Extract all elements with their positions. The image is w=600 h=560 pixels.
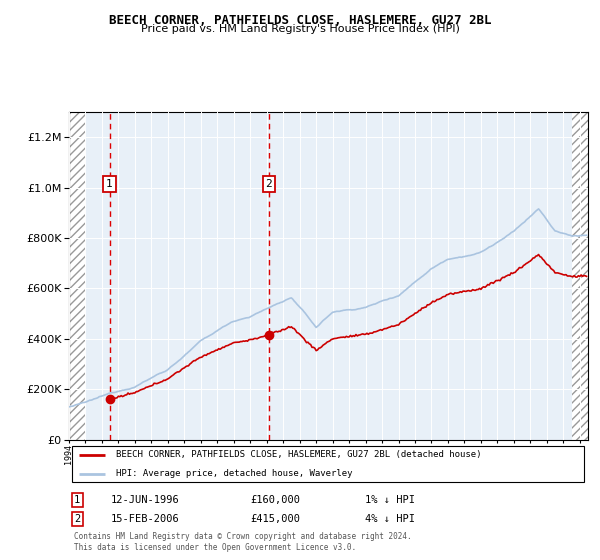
Text: 2: 2 [74,514,80,524]
Text: 2: 2 [265,179,272,189]
Text: BEECH CORNER, PATHFIELDS CLOSE, HASLEMERE, GU27 2BL (detached house): BEECH CORNER, PATHFIELDS CLOSE, HASLEMER… [116,450,481,459]
Text: 1% ↓ HPI: 1% ↓ HPI [365,495,415,505]
Bar [572,112,588,440]
Text: 12-JUN-1996: 12-JUN-1996 [110,495,179,505]
Text: HPI: Average price, detached house, Waverley: HPI: Average price, detached house, Wave… [116,469,352,478]
Text: 1: 1 [74,495,80,505]
Text: BEECH CORNER, PATHFIELDS CLOSE, HASLEMERE, GU27 2BL: BEECH CORNER, PATHFIELDS CLOSE, HASLEMER… [109,14,491,27]
Text: 15-FEB-2006: 15-FEB-2006 [110,514,179,524]
Bar [69,112,85,440]
FancyBboxPatch shape [71,446,584,482]
Text: £160,000: £160,000 [251,495,301,505]
Text: £415,000: £415,000 [251,514,301,524]
Text: Price paid vs. HM Land Registry's House Price Index (HPI): Price paid vs. HM Land Registry's House … [140,24,460,34]
Text: Contains HM Land Registry data © Crown copyright and database right 2024.
This d: Contains HM Land Registry data © Crown c… [74,532,412,552]
Text: 1: 1 [106,179,113,189]
Text: 4% ↓ HPI: 4% ↓ HPI [365,514,415,524]
